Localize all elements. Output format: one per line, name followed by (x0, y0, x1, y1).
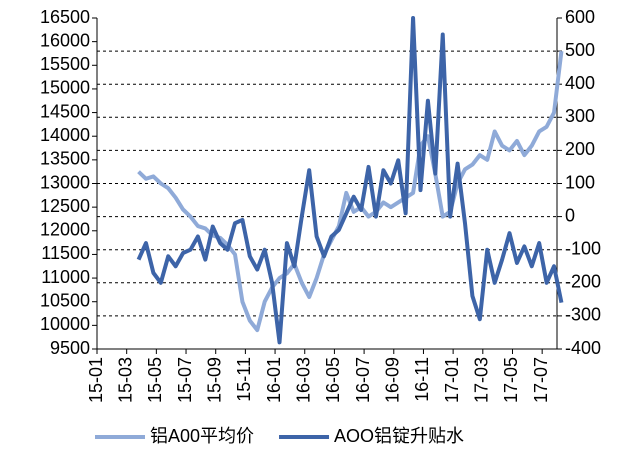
y2-tick-label: 200 (565, 139, 595, 159)
y-tick-label: 9500 (50, 338, 90, 358)
y-tick-label: 11500 (41, 243, 90, 263)
x-tick-label: 17-03 (472, 357, 492, 403)
x-tick-label: 15-03 (115, 357, 135, 403)
x-tick-label: 15-11 (234, 357, 254, 402)
y-tick-label: 15000 (40, 78, 90, 98)
x-tick-label: 17-05 (501, 357, 521, 403)
legend-label: 铝A00平均价 (150, 426, 254, 446)
y2-tick-label: -300 (565, 305, 601, 325)
y-tick-label: 12000 (40, 220, 90, 240)
x-tick-label: 15-01 (86, 357, 106, 403)
y-tick-label: 13000 (40, 172, 90, 192)
x-tick-label: 16-01 (264, 357, 284, 403)
legend-label: AOO铝锭升贴水 (334, 426, 464, 446)
x-tick-label: 16-07 (353, 357, 373, 403)
x-tick-label: 16-05 (323, 357, 343, 403)
x-tick-label: 17-01 (442, 357, 462, 403)
y-tick-label: 16500 (40, 7, 90, 27)
y-tick-label: 12500 (40, 196, 90, 216)
x-tick-label: 15-09 (204, 357, 224, 403)
x-tick-label: 17-07 (531, 357, 551, 403)
series-line (136, 16, 564, 345)
y2-tick-label: -400 (565, 338, 601, 358)
y-tick-label: 11000 (41, 267, 90, 287)
y-tick-label: 15500 (40, 54, 90, 74)
x-tick-label: 16-09 (383, 357, 403, 403)
x-tick-label: 15-05 (145, 357, 165, 403)
x-tick-label: 16-03 (293, 357, 313, 403)
y2-tick-label: 100 (565, 172, 595, 192)
y2-tick-label: 400 (565, 73, 595, 93)
y2-tick-label: -100 (565, 238, 601, 258)
y2-tick-label: 0 (565, 205, 575, 225)
y-tick-label: 13500 (40, 149, 90, 169)
y2-tick-label: 300 (565, 106, 595, 126)
y-tick-label: 14500 (40, 101, 90, 121)
y-tick-label: 14000 (40, 125, 90, 145)
y-tick-label: 10500 (40, 290, 90, 310)
y-tick-label: 16000 (40, 30, 90, 50)
x-tick-label: 15-07 (175, 357, 195, 403)
y2-tick-label: 500 (565, 40, 595, 60)
y2-tick-label: -200 (565, 272, 601, 292)
y2-tick-label: 600 (565, 7, 595, 27)
y-tick-label: 10000 (40, 314, 90, 334)
x-tick-label: 16-11 (412, 357, 432, 402)
